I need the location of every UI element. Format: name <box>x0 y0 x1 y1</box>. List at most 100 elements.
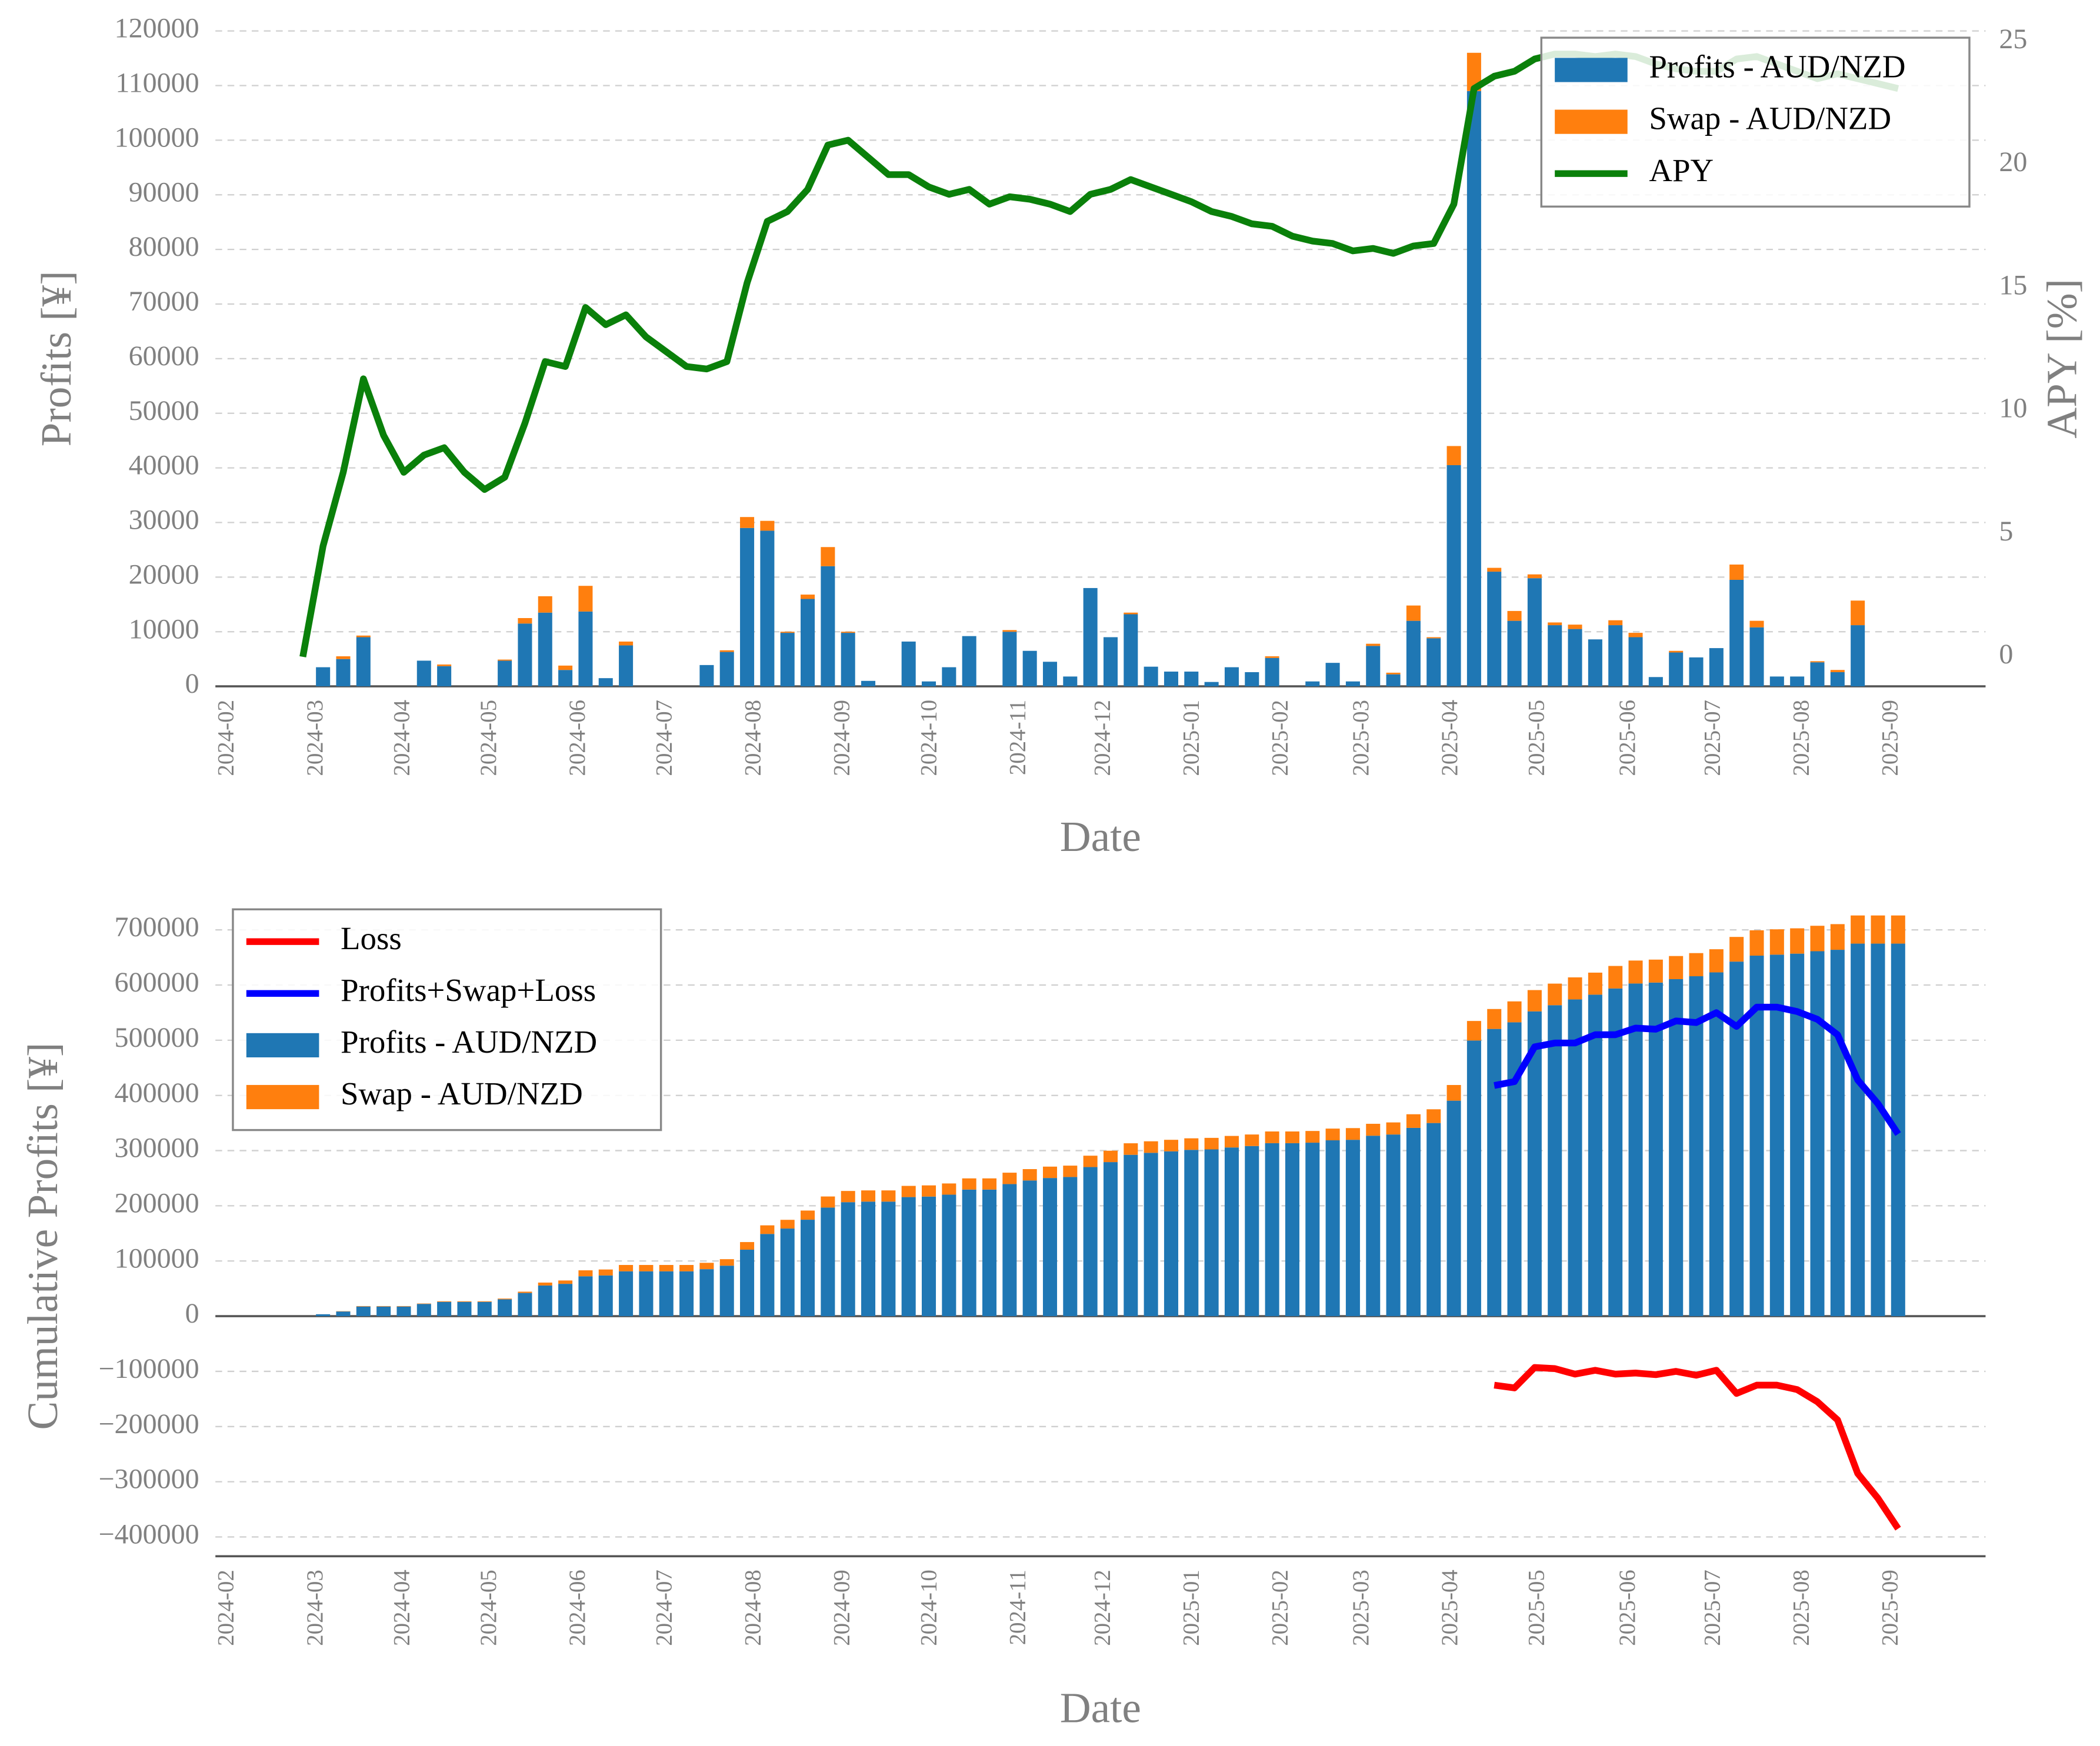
bar <box>356 1306 371 1317</box>
bar <box>1588 639 1602 687</box>
bar <box>1487 1009 1502 1029</box>
bar <box>416 1304 431 1317</box>
bar <box>1245 1146 1259 1317</box>
bar <box>1466 1040 1481 1317</box>
bar <box>356 1306 371 1307</box>
bar <box>1548 983 1562 1006</box>
x-tick-label: 2024-03 <box>302 1570 328 1646</box>
bar <box>1648 959 1663 983</box>
bar <box>316 667 331 687</box>
bar <box>1648 677 1663 687</box>
bar <box>760 530 775 687</box>
bar <box>1224 667 1239 687</box>
bar <box>1305 1143 1320 1317</box>
bar <box>1386 1134 1401 1317</box>
bar <box>1426 638 1441 687</box>
bar <box>1548 1005 1562 1317</box>
x-tick-label: 2024-07 <box>652 700 677 776</box>
x-tick-label: 2025-08 <box>1788 700 1814 776</box>
y-tick-label: 120000 <box>115 13 199 44</box>
bar <box>1184 672 1199 687</box>
line <box>1494 1364 1901 1531</box>
bar <box>1669 650 1684 653</box>
bar <box>1851 600 1865 626</box>
bar <box>760 1234 775 1317</box>
bar <box>558 665 573 670</box>
bar <box>1830 924 1845 950</box>
x-tick-label: 2025-01 <box>1179 700 1204 776</box>
x-tick-label: 2025-03 <box>1348 1570 1374 1646</box>
bar <box>1749 627 1764 687</box>
bar <box>699 665 714 687</box>
x-tick-label: 2024-08 <box>741 1570 766 1646</box>
bar <box>861 1190 876 1202</box>
legend: Loss Profits+Swap+Loss Profits - AUD/NZD Sw… <box>232 908 662 1131</box>
y-tick-label: 500000 <box>115 1022 199 1053</box>
bar <box>922 1185 936 1197</box>
bar <box>558 1284 573 1317</box>
bar <box>719 652 734 687</box>
bar <box>1002 630 1017 632</box>
bar <box>1285 1143 1299 1317</box>
bar <box>801 599 815 687</box>
bar <box>780 632 795 633</box>
bar <box>1749 620 1764 627</box>
bar <box>1305 1131 1320 1143</box>
bar <box>1608 620 1623 626</box>
bar <box>1083 587 1098 687</box>
x-tick-label: 2024-12 <box>1090 1570 1115 1646</box>
x-axis-label: Date <box>1060 813 1141 860</box>
bar <box>1265 657 1279 687</box>
bar <box>1386 1122 1401 1135</box>
bar <box>538 1282 552 1286</box>
x-tick-label: 2025-01 <box>1179 1570 1204 1646</box>
bar <box>841 1191 855 1203</box>
bar <box>1144 1141 1158 1153</box>
x-tick-label: 2025-08 <box>1788 1570 1814 1646</box>
x-tick-label: 2025-05 <box>1524 700 1549 776</box>
y-tick-label: 50000 <box>129 395 199 426</box>
bar <box>1507 1022 1522 1317</box>
bar <box>619 641 634 646</box>
bar <box>518 623 532 687</box>
y-axis-label: Profits [¥] <box>32 271 80 446</box>
x-tick-label: 2024-09 <box>829 700 855 776</box>
x-tick-label: 2024-11 <box>1005 1570 1030 1645</box>
bar <box>457 1301 472 1317</box>
bar <box>538 612 552 687</box>
bar <box>538 596 552 613</box>
y2-tick-label: 15 <box>1999 269 2027 301</box>
x-tick-label: 2025-07 <box>1699 700 1725 776</box>
bar <box>1426 1123 1441 1317</box>
bar <box>498 659 512 661</box>
bar <box>1851 943 1865 1317</box>
bar <box>1124 1143 1138 1155</box>
bar <box>578 586 593 612</box>
line <box>1494 1003 1901 1136</box>
bar <box>1628 960 1643 984</box>
bar <box>1204 682 1219 687</box>
y-axis-label: Cumulative Profits [¥] <box>19 1043 66 1430</box>
bar <box>1406 620 1421 687</box>
bar <box>1487 572 1502 687</box>
bar <box>841 632 855 633</box>
bar <box>679 1265 694 1271</box>
bar <box>1426 1109 1441 1123</box>
x-tick-label: 2024-02 <box>214 1570 239 1646</box>
y2-tick-label: 0 <box>1999 639 2013 670</box>
bar <box>982 1178 997 1190</box>
legend-swatch <box>1555 109 1628 134</box>
y-tick-label: 110000 <box>115 68 199 99</box>
y-tick-label: 0 <box>185 1298 199 1329</box>
bar <box>1164 1151 1178 1317</box>
bar <box>578 1270 593 1277</box>
bar <box>1042 1166 1058 1179</box>
x-tick-label: 2025-04 <box>1437 700 1462 776</box>
bar <box>1628 983 1643 1317</box>
bar <box>498 660 512 687</box>
bar <box>1103 1150 1118 1163</box>
bar <box>942 667 956 687</box>
bar <box>962 1178 976 1190</box>
legend-label: Profits+Swap+Loss <box>341 972 596 1008</box>
